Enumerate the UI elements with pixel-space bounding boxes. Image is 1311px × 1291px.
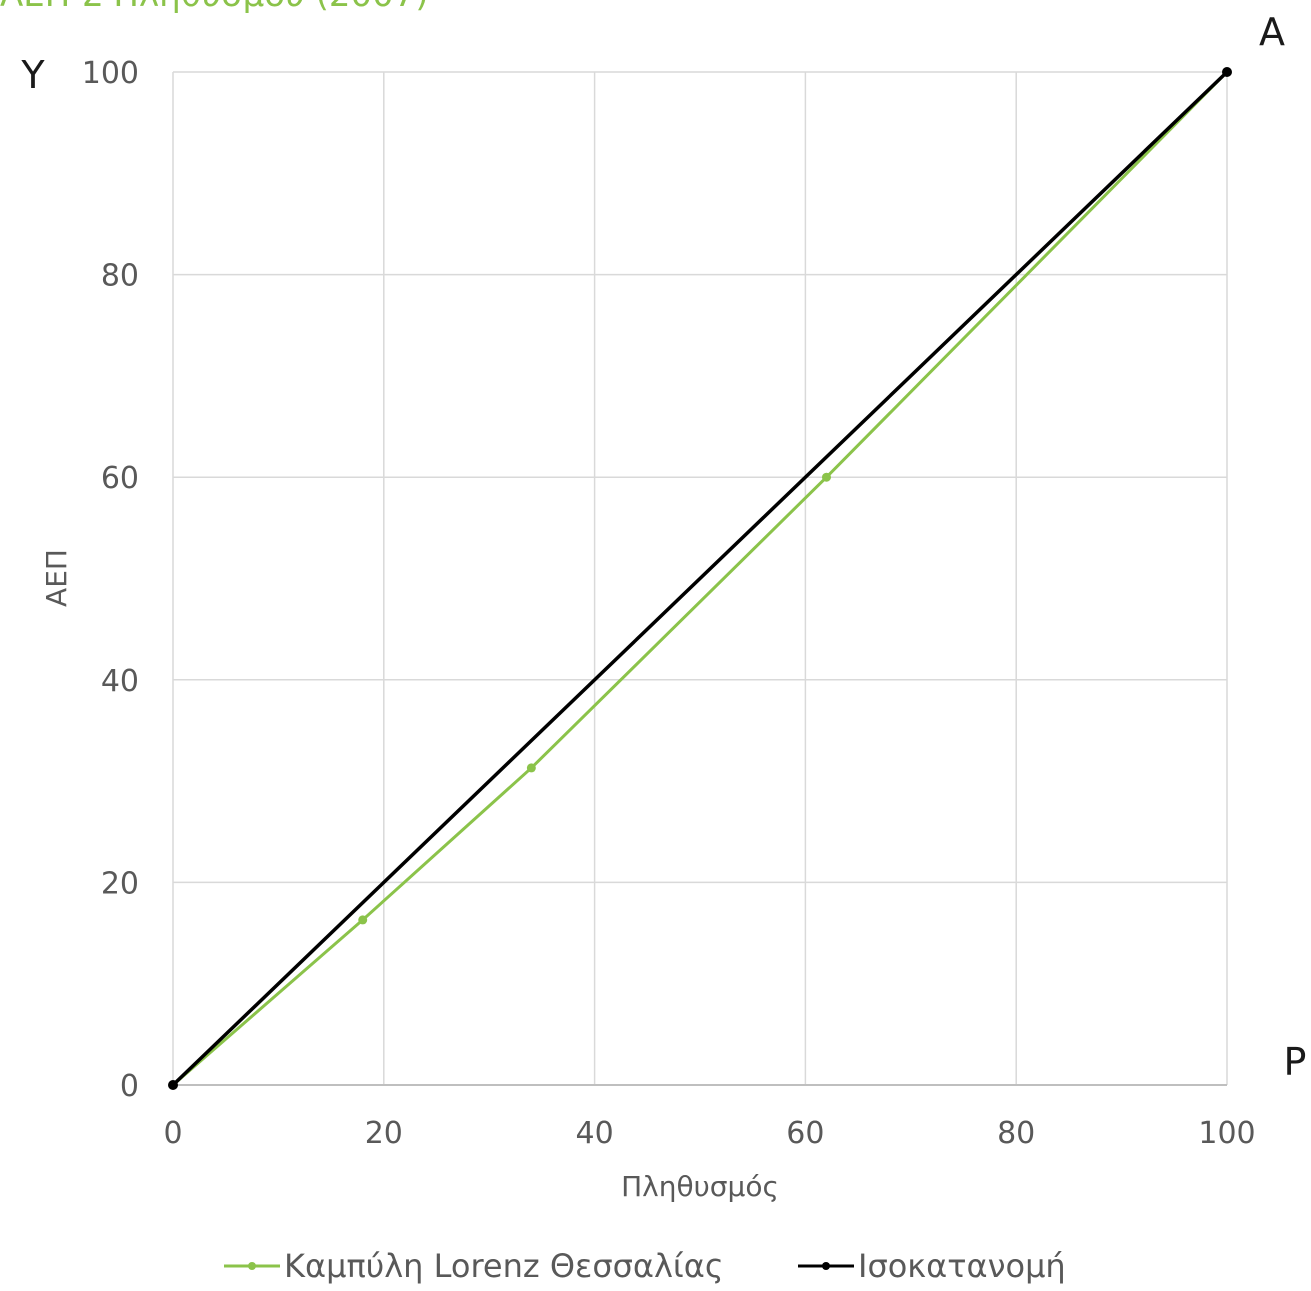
data-point [821, 472, 831, 482]
x-tick-label: 0 [163, 1116, 182, 1151]
y-tick-label: 0 [120, 1069, 139, 1104]
legend-marker-lorenz [248, 1262, 256, 1270]
legend-item-equality: Ισοκατανομή [798, 1247, 1066, 1285]
y-tick-label: 40 [101, 664, 139, 699]
data-point [168, 1080, 178, 1090]
top-right-corner-label: A [1259, 10, 1285, 54]
chart-title: ΑΕΠ Σ Πληθυσμού (2007) [0, 0, 429, 15]
data-point [358, 915, 368, 925]
y-tick-label: 60 [101, 461, 139, 496]
data-point [1222, 67, 1232, 77]
x-axis-title: Πληθυσμός [621, 1170, 779, 1203]
y-tick-labels: 0 20 40 60 80 100 [82, 56, 139, 1104]
x-tick-label: 100 [1198, 1116, 1255, 1151]
y-tick-label: 20 [101, 866, 139, 901]
grid [172, 71, 1228, 1086]
y-tick-label: 100 [82, 56, 139, 91]
x-tick-labels: 0 20 40 60 80 100 [163, 1116, 1255, 1151]
series-line-1 [171, 70, 1229, 1087]
legend: Καμπύλη Lorenz Θεσσαλίας Ισοκατανομή [224, 1247, 1066, 1285]
x-tick-label: 20 [365, 1116, 403, 1151]
legend-label-lorenz: Καμπύλη Lorenz Θεσσαλίας [284, 1247, 724, 1285]
x-tick-label: 60 [786, 1116, 824, 1151]
x-corner-label: P [1284, 1040, 1307, 1084]
legend-item-lorenz: Καμπύλη Lorenz Θεσσαλίας [224, 1247, 724, 1285]
y-corner-label: Y [20, 53, 45, 97]
y-tick-label: 80 [101, 259, 139, 294]
data-point [526, 763, 536, 773]
x-tick-label: 80 [997, 1116, 1035, 1151]
x-tick-label: 40 [576, 1116, 614, 1151]
legend-label-equality: Ισοκατανομή [858, 1247, 1066, 1285]
y-axis-title: ΑΕΠ [40, 549, 73, 607]
series-layer [168, 67, 1232, 1090]
series-1 [168, 67, 1232, 1090]
legend-marker-equality [822, 1262, 830, 1270]
